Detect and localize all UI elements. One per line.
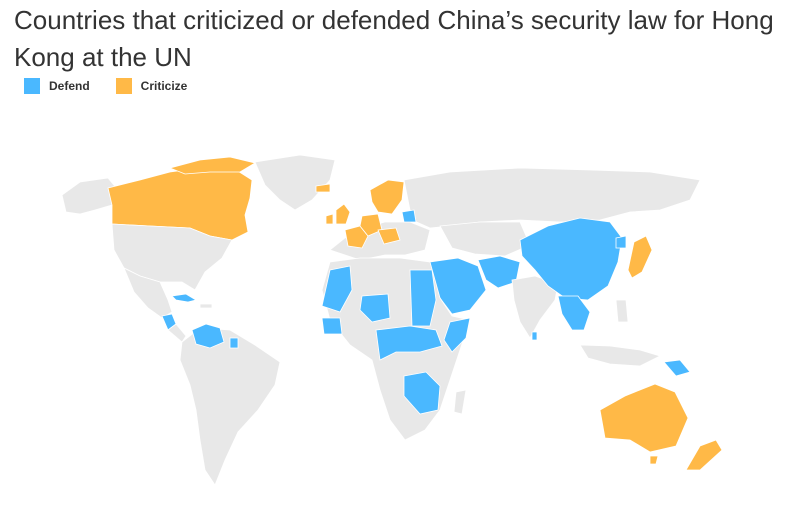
world-map — [61, 154, 723, 486]
region-australia — [599, 383, 689, 453]
region-caribbean — [199, 303, 213, 309]
region-japan — [627, 235, 653, 279]
region-cuba — [171, 293, 198, 303]
region-north-africa-west — [321, 265, 353, 313]
region-russia — [403, 167, 701, 229]
region-madagascar — [453, 389, 467, 415]
region-france — [344, 225, 369, 249]
legend-item-criticize: Criticize — [115, 78, 188, 94]
region-ireland — [325, 213, 334, 225]
region-southern-africa — [403, 371, 441, 415]
region-china — [519, 217, 623, 301]
region-new-zealand — [685, 439, 723, 471]
region-horn-of-africa — [443, 317, 471, 353]
region-iceland — [315, 183, 331, 193]
legend-swatch-criticize — [115, 78, 132, 94]
region-central-asia — [439, 221, 531, 257]
region-central-america — [167, 323, 187, 343]
region-indonesia — [579, 344, 662, 367]
region-south-america — [179, 327, 281, 486]
region-scandinavia — [369, 179, 405, 215]
region-central-africa — [375, 325, 443, 361]
region-mexico — [123, 267, 173, 319]
region-papua-new-guinea — [663, 359, 691, 377]
region-southeast-asia — [557, 295, 591, 331]
region-germany-benelux — [359, 213, 383, 237]
region-belarus — [401, 209, 417, 223]
region-philippines — [615, 299, 629, 323]
legend-swatch-defend — [24, 78, 40, 94]
legend-label-criticize: Criticize — [140, 79, 188, 93]
map-title: Countries that criticized or defended Ch… — [14, 5, 774, 72]
region-greenland — [254, 154, 336, 211]
region-north-korea — [615, 235, 627, 249]
region-suriname — [229, 337, 239, 349]
region-central-europe — [377, 227, 401, 245]
region-canada-islands — [168, 156, 257, 175]
legend-item-defend: Defend — [24, 78, 90, 94]
region-tasmania — [649, 455, 659, 465]
legend-label-defend: Defend — [49, 79, 90, 93]
legend: Defend Criticize — [24, 78, 213, 94]
region-sri-lanka — [531, 331, 538, 341]
region-venezuela — [191, 323, 225, 349]
region-egypt-sudan — [409, 269, 437, 327]
region-west-africa — [321, 317, 343, 335]
region-niger-nigeria — [359, 293, 391, 323]
region-uk — [335, 203, 351, 225]
